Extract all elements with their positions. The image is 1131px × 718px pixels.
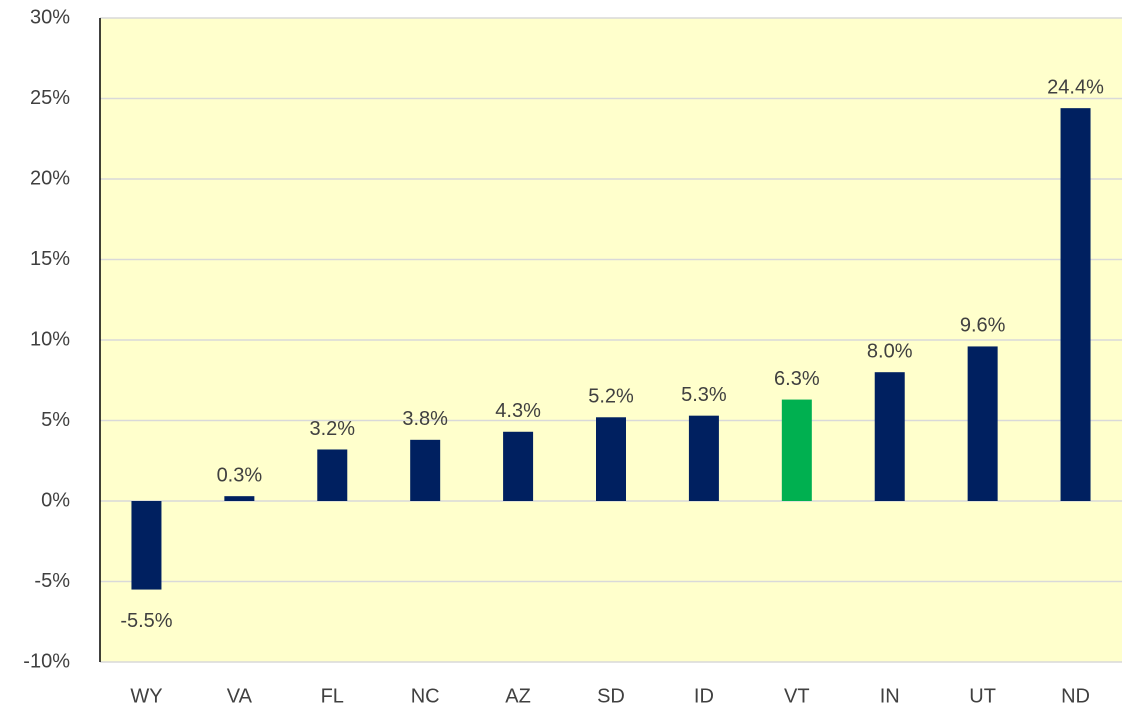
y-tick-label: 10% — [30, 328, 70, 350]
y-tick-label: 5% — [41, 409, 70, 431]
data-label: 3.2% — [309, 418, 355, 440]
data-label: 24.4% — [1047, 76, 1104, 98]
y-tick-label: 30% — [30, 6, 70, 28]
x-tick-label: NC — [411, 685, 440, 707]
y-tick-label: -5% — [34, 570, 70, 592]
y-tick-label: -10% — [23, 650, 70, 672]
bar — [224, 496, 255, 501]
x-tick-label: AZ — [505, 685, 531, 707]
bar — [410, 439, 441, 501]
bar — [1060, 108, 1091, 501]
data-label: 4.3% — [495, 400, 541, 422]
y-tick-label: 0% — [41, 489, 70, 511]
bar — [131, 501, 162, 590]
data-label: 6.3% — [774, 368, 820, 390]
x-tick-label: ID — [694, 685, 714, 707]
bar — [317, 449, 348, 501]
x-tick-label: VA — [227, 685, 253, 707]
data-label: 3.8% — [402, 408, 448, 430]
x-tick-label: VT — [784, 685, 810, 707]
bar — [781, 399, 812, 501]
data-label: 8.0% — [867, 340, 913, 362]
x-tick-label: IN — [880, 685, 900, 707]
x-tick-label: FL — [321, 685, 344, 707]
x-tick-label: SD — [597, 685, 625, 707]
y-tick-label: 20% — [30, 167, 70, 189]
x-tick-label: WY — [130, 685, 162, 707]
x-tick-label: ND — [1061, 685, 1090, 707]
bar — [967, 346, 998, 501]
data-label: 0.3% — [217, 464, 263, 486]
y-tick-label: 25% — [30, 87, 70, 109]
bar — [503, 431, 534, 501]
data-label: 9.6% — [960, 315, 1006, 337]
y-tick-label: 15% — [30, 248, 70, 270]
bar — [596, 417, 626, 501]
data-label: 5.2% — [588, 386, 634, 408]
data-label: -5.5% — [120, 610, 172, 632]
x-tick-label: UT — [969, 685, 996, 707]
data-label: 5.3% — [681, 384, 727, 406]
bar — [688, 415, 719, 501]
bar — [874, 372, 905, 501]
